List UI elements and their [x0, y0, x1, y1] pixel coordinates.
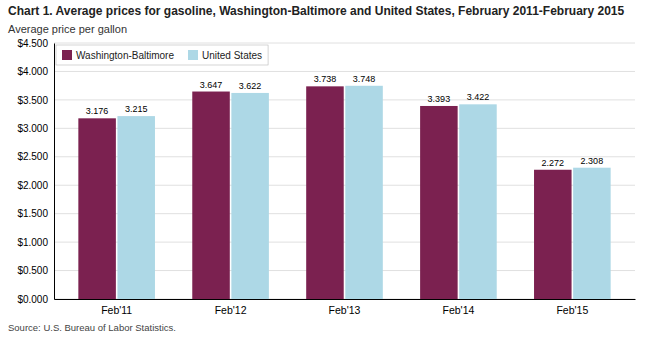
tick-label: $4.000 — [17, 66, 48, 77]
tick: $2.500 — [17, 151, 48, 162]
data-label: 3.393 — [428, 94, 451, 104]
series — [78, 86, 571, 299]
y-axis-label: Average price per gallon — [8, 23, 127, 35]
axis-line — [54, 44, 55, 300]
tick: $1.500 — [17, 208, 48, 219]
bar — [573, 168, 611, 299]
bar — [534, 170, 572, 299]
data-labels: 3.176 3.647 3.738 3.393 2.272 3.215 3.622 3.748… — [86, 74, 603, 168]
x-axis: Feb'11 Feb'12 Feb'13 Feb'14 Feb'15 — [55, 300, 636, 317]
y-axis: $0.000 $0.500 $1.000 $1.500 $2.000 $2.500 $3.0… — [17, 38, 54, 305]
plot: $0.000 $0.500 $1.000 $1.500 $2.000 $2.500 $3.0… — [17, 38, 635, 317]
data-label: 3.647 — [200, 80, 223, 90]
grid-line — [54, 43, 635, 44]
bar — [345, 86, 383, 299]
tick-label: Feb'13 — [329, 304, 361, 316]
bar — [231, 93, 269, 299]
series — [117, 86, 610, 299]
grid-line — [54, 71, 635, 72]
legend-swatch — [188, 50, 198, 60]
tick: Feb'13 — [329, 304, 361, 316]
data-label: 3.176 — [86, 106, 109, 116]
tick-label: $2.000 — [17, 180, 48, 191]
source: Source: U.S. Bureau of Labor Statistics. — [8, 322, 176, 333]
data-label: 3.738 — [314, 74, 337, 84]
title: Chart 1. Average prices for gasoline, Wa… — [8, 4, 625, 18]
tick-label: $4.500 — [17, 38, 48, 49]
axis-line — [55, 299, 636, 300]
legend-swatch — [62, 50, 72, 60]
tick: Feb'15 — [556, 304, 588, 316]
tick-label: $1.000 — [17, 237, 48, 248]
tick: Feb'11 — [101, 304, 132, 316]
bar — [117, 116, 155, 299]
bar — [459, 104, 497, 299]
legend: Washington-Baltimore United States — [56, 45, 268, 65]
tick-label: $2.500 — [17, 151, 48, 162]
tick-label: Feb'12 — [215, 304, 247, 316]
tick-label: $3.500 — [17, 95, 48, 106]
tick: $4.500 — [17, 38, 48, 49]
tick: $0.500 — [17, 265, 48, 276]
legend-item: United States — [188, 50, 262, 61]
tick-label: $0.000 — [17, 294, 48, 305]
data-label: 3.622 — [239, 81, 262, 91]
data-label: 3.748 — [353, 74, 376, 84]
tick: $3.000 — [17, 123, 48, 134]
bar — [192, 92, 230, 299]
bar — [420, 106, 458, 299]
legend-frame — [56, 45, 268, 65]
tick-label: Feb'11 — [101, 304, 132, 316]
tick: Feb'14 — [443, 304, 475, 316]
tick-label: $3.000 — [17, 123, 48, 134]
tick: $0.000 — [17, 294, 48, 305]
legend-label: United States — [202, 50, 262, 61]
tick-label: Feb'14 — [443, 304, 475, 316]
grid-line — [54, 99, 635, 100]
tick: Feb'12 — [215, 304, 247, 316]
data-label: 2.308 — [581, 156, 604, 166]
tick-label: $0.500 — [17, 265, 48, 276]
tick: $3.500 — [17, 95, 48, 106]
data-label: 3.215 — [125, 104, 148, 114]
bars — [78, 86, 610, 299]
tick: $4.000 — [17, 66, 48, 77]
chart: Chart 1. Average prices for gasoline, Wa… — [0, 0, 650, 337]
legend-item: Washington-Baltimore — [62, 50, 174, 61]
bar — [306, 86, 344, 299]
tick-label: $1.500 — [17, 208, 48, 219]
grid — [54, 43, 635, 299]
bar — [78, 118, 116, 299]
tick: $1.000 — [17, 237, 48, 248]
tick-label: Feb'15 — [556, 304, 588, 316]
legend-label: Washington-Baltimore — [76, 50, 174, 61]
data-label: 2.272 — [542, 158, 565, 168]
data-label: 3.422 — [467, 92, 490, 102]
tick: $2.000 — [17, 180, 48, 191]
